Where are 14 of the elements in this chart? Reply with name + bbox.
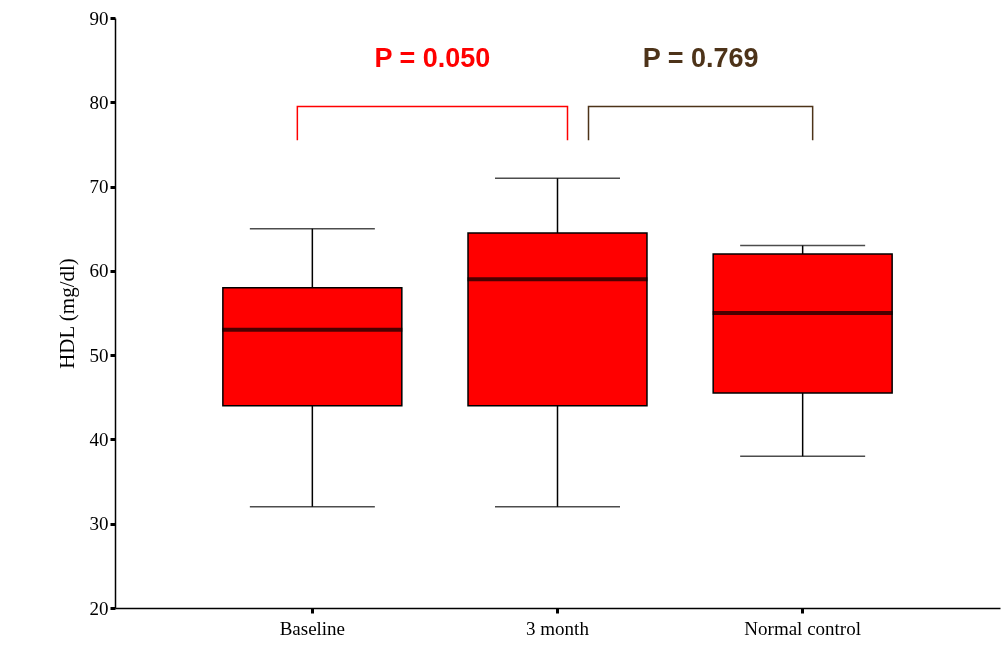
y-tick-label: 80 (89, 91, 109, 113)
annotation: P = 0.769 (642, 42, 759, 73)
y-tick-label: 70 (89, 176, 109, 198)
y-tick-label: 60 (89, 260, 109, 282)
x-tick-label: Baseline (279, 617, 346, 639)
y-tick-label: 90 (89, 7, 109, 29)
y-tick-label: 20 (89, 597, 109, 619)
y-tick-label: 30 (89, 513, 109, 535)
x-tick-label: Normal control (744, 617, 861, 639)
y-axis-title: HDL (mg/dl) (54, 258, 79, 369)
annotation: P = 0.050 (374, 42, 491, 73)
x-tick-label: 3 month (526, 617, 590, 639)
y-tick-label: 50 (89, 344, 109, 366)
y-tick-label: 40 (89, 428, 109, 450)
